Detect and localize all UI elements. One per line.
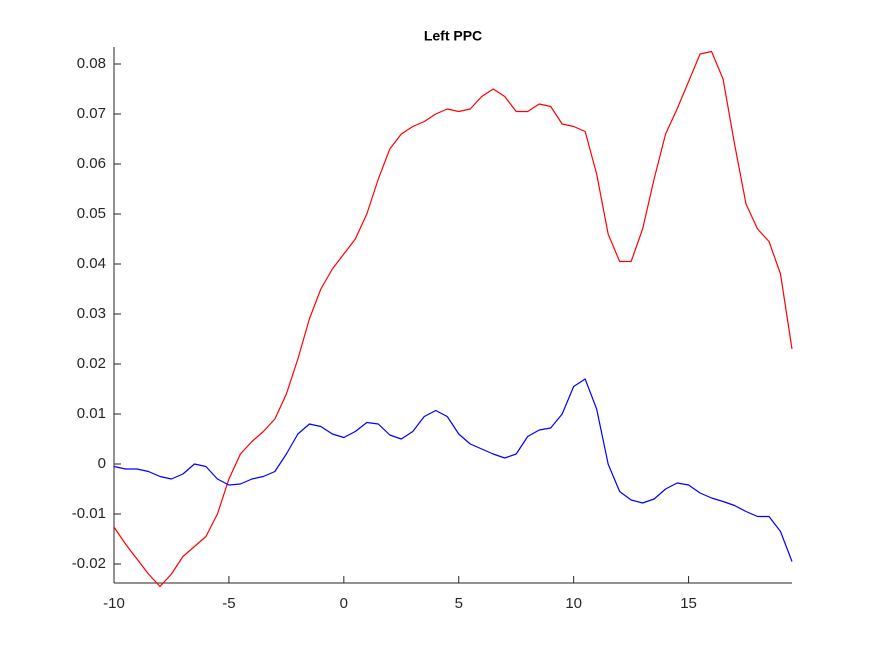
y-tick-label: 0.02 <box>77 355 106 372</box>
y-tick-label: 0.04 <box>77 255 106 272</box>
x-tick-label: 5 <box>455 595 463 612</box>
x-tick-label: 15 <box>680 595 697 612</box>
y-tick-label: 0 <box>98 455 106 472</box>
y-tick-label: -0.02 <box>72 555 106 572</box>
x-tick-label: -10 <box>103 595 125 612</box>
y-tick-label: 0.05 <box>77 205 106 222</box>
y-tick-label: 0.03 <box>77 305 106 322</box>
y-tick-label: 0.08 <box>77 55 106 72</box>
data-line <box>113 50 793 588</box>
y-tick-label: 0.01 <box>77 405 106 422</box>
x-tick-label: 10 <box>565 595 582 612</box>
chart-title: Left PPC <box>424 28 482 44</box>
data-line <box>113 378 793 562</box>
x-tick-label: -5 <box>222 595 235 612</box>
y-tick-label: 0.07 <box>77 105 106 122</box>
y-tick-label: -0.01 <box>72 505 106 522</box>
y-tick-label: 0.06 <box>77 155 106 172</box>
x-tick-label: 0 <box>340 595 348 612</box>
